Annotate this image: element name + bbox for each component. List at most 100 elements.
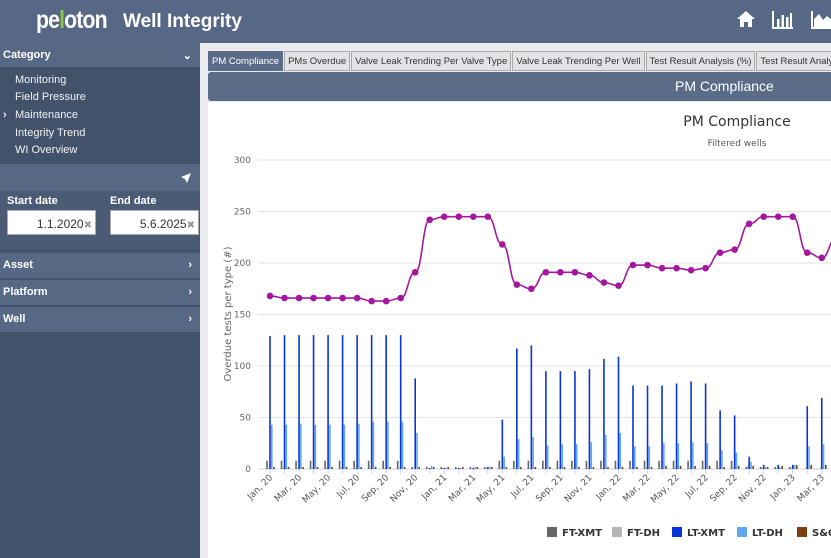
bar-ftxmt — [759, 466, 762, 469]
item-label: Integrity Trend — [15, 126, 86, 139]
asset-section[interactable]: Asset › — [0, 252, 200, 280]
tab-test-result-count[interactable]: Test Result Analysis (#) — [756, 51, 831, 71]
bar-ftdh — [543, 467, 546, 469]
line-point — [789, 213, 797, 220]
end-date-input[interactable]: 5.6.2025✖ — [110, 209, 199, 235]
category-header[interactable]: Category ⌄ — [0, 43, 200, 69]
x-tick-label: May, 22 — [649, 473, 681, 505]
bar-ltdh — [750, 461, 752, 469]
line-point — [324, 294, 332, 302]
item-label: Monitoring — [15, 73, 67, 86]
sidebar-item-maintenance[interactable]: › Maintenance — [0, 106, 200, 124]
end-date-label: End date — [110, 194, 157, 207]
app-title: Well Integrity — [123, 11, 242, 32]
bar-ftxmt — [309, 460, 312, 469]
line-point — [716, 249, 724, 256]
bar-sc — [592, 466, 595, 469]
rocket-icon[interactable] — [180, 172, 192, 184]
bar-ltxmt — [675, 383, 678, 469]
line-point — [586, 272, 593, 279]
bar-ltdh — [604, 435, 607, 469]
x-tick-label: Nov, 21 — [563, 473, 595, 505]
sidebar-item-monitoring[interactable]: Monitoring — [0, 71, 200, 89]
bar-ltdh — [445, 467, 447, 469]
bar-sc — [331, 466, 333, 469]
bar-ftdh — [267, 467, 270, 469]
legend-swatch — [612, 527, 622, 537]
bar-ftdh — [688, 467, 691, 469]
x-tick-label: Mar, 20 — [273, 473, 304, 504]
home-icon[interactable] — [736, 10, 756, 28]
bar-ltdh — [416, 432, 418, 469]
y-tick-label: 100 — [234, 362, 251, 372]
bar-ltdh — [387, 421, 389, 469]
line-point — [411, 268, 419, 276]
bar-ltxmt — [399, 335, 402, 469]
legend-item: LT-XMT — [687, 528, 725, 539]
bar-sc — [795, 464, 798, 469]
bar-ltxmt — [501, 419, 504, 469]
bar-ftdh — [529, 467, 531, 469]
bar-ftxmt — [266, 460, 268, 469]
bar-ltdh — [372, 421, 375, 469]
compliance-line — [269, 215, 831, 302]
well-section[interactable]: Well › — [0, 306, 200, 334]
line-point — [774, 213, 782, 220]
bar-chart-icon[interactable] — [772, 10, 794, 30]
bar-ltxmt — [632, 385, 634, 469]
bar-ltdh — [575, 444, 578, 469]
line-point — [397, 294, 404, 302]
bar-sc — [302, 466, 304, 469]
bar-sc — [505, 466, 508, 469]
tab-test-result-pct[interactable]: Test Result Analysis (%) — [645, 51, 756, 71]
bar-ltdh — [561, 444, 563, 469]
line-point — [295, 294, 303, 302]
line-point — [629, 261, 637, 269]
tab-pms-overdue[interactable]: PMs Overdue — [284, 51, 351, 71]
bar-ftxmt — [498, 460, 501, 469]
bar-sc — [737, 465, 740, 469]
bar-ftxmt — [382, 460, 384, 469]
sidebar-item-integrity-trend[interactable]: Integrity Trend — [0, 124, 200, 142]
bar-ftdh — [819, 467, 822, 469]
bar-ftdh — [776, 467, 778, 469]
bar-ftdh — [732, 467, 735, 469]
bar-ltxmt — [733, 415, 736, 469]
tab-valve-leak-per-type[interactable]: Valve Leak Trending Per Valve Type — [351, 51, 512, 71]
bar-sc — [520, 466, 522, 469]
bar-ftxmt — [730, 460, 733, 469]
bar-ftxmt — [411, 466, 413, 469]
panel-header: PM Compliance — [208, 72, 831, 101]
bar-ltxmt — [704, 383, 707, 469]
bar-ltdh — [459, 467, 462, 469]
bar-ftxmt — [687, 460, 689, 469]
clear-icon[interactable]: ✖ — [186, 219, 195, 231]
bar-ftdh — [674, 467, 677, 469]
bar-ftdh — [718, 467, 720, 469]
sidebar-item-field-pressure[interactable]: Field Pressure — [0, 89, 200, 107]
item-label: Maintenance — [15, 108, 78, 121]
bar-ltxmt — [312, 335, 315, 469]
bar-ltxmt — [443, 467, 446, 469]
bar-ftdh — [471, 467, 473, 469]
line-point — [542, 268, 550, 276]
tab-valve-leak-per-well[interactable]: Valve Leak Trending Per Well — [512, 51, 645, 71]
clear-icon[interactable]: ✖ — [83, 219, 92, 231]
x-tick-label: Sep, 21 — [534, 473, 565, 504]
area-chart-icon[interactable] — [811, 10, 831, 30]
x-tick-label: May, 20 — [301, 473, 334, 506]
bar-sc — [723, 466, 725, 469]
x-tick-label: Jan, 21 — [420, 473, 450, 503]
sidebar-item-wi-overview[interactable]: WI Overview — [0, 141, 200, 159]
tab-pm-compliance[interactable]: PM Compliance — [208, 51, 284, 71]
platform-section[interactable]: Platform › — [0, 279, 200, 307]
start-date-input[interactable]: 1.1.2020✖ — [7, 209, 96, 235]
legend-swatch — [547, 527, 557, 537]
bar-ftxmt — [585, 460, 588, 469]
bar-ltxmt — [298, 335, 300, 469]
bar-sc — [752, 465, 754, 469]
bar-ltdh — [735, 452, 738, 469]
bar-ftxmt — [701, 460, 704, 469]
legend-item: FT-DH — [627, 528, 660, 539]
bar-ftdh — [355, 467, 357, 469]
